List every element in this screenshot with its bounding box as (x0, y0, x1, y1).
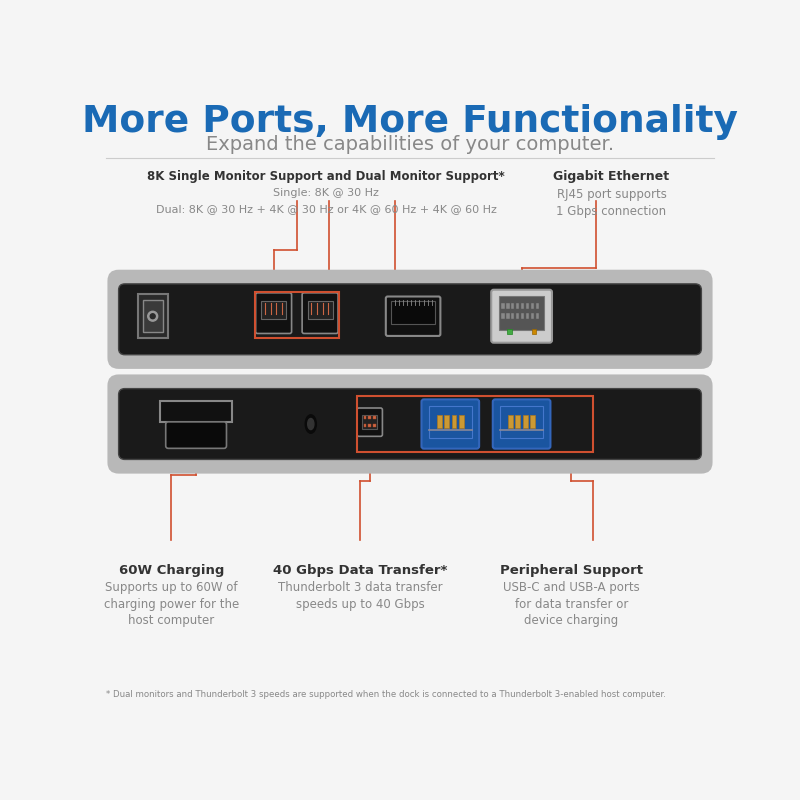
FancyBboxPatch shape (256, 293, 291, 334)
Bar (363, 416, 366, 419)
Bar (437, 415, 442, 428)
Text: 1 Gbps connection: 1 Gbps connection (557, 206, 666, 218)
Ellipse shape (148, 311, 158, 321)
Bar (161, 401, 232, 422)
Text: Supports up to 60W of: Supports up to 60W of (105, 581, 238, 594)
Text: Thunderbolt 3 data transfer: Thunderbolt 3 data transfer (278, 581, 442, 594)
Bar (255, 292, 338, 338)
FancyBboxPatch shape (302, 293, 338, 334)
Ellipse shape (150, 314, 155, 318)
Bar (262, 301, 286, 319)
Bar (308, 301, 333, 319)
Bar (531, 303, 534, 310)
Bar (506, 303, 510, 310)
FancyBboxPatch shape (491, 290, 552, 342)
Bar (516, 313, 519, 319)
Bar (499, 296, 544, 330)
Text: speeds up to 40 Gbps: speeds up to 40 Gbps (296, 598, 425, 610)
FancyBboxPatch shape (357, 408, 382, 436)
Bar (500, 406, 543, 438)
Text: More Ports, More Functionality: More Ports, More Functionality (82, 104, 738, 140)
Bar (362, 415, 377, 429)
Bar (508, 415, 513, 428)
Bar (526, 303, 530, 310)
Bar (506, 329, 512, 334)
Text: charging power for the: charging power for the (104, 598, 239, 610)
Text: for data transfer or: for data transfer or (514, 598, 628, 610)
FancyBboxPatch shape (107, 270, 713, 369)
Bar (502, 313, 505, 319)
Bar (451, 415, 457, 428)
Bar (530, 415, 535, 428)
Bar (374, 424, 376, 426)
FancyBboxPatch shape (107, 374, 713, 474)
Bar (511, 313, 514, 319)
Text: Expand the capabilities of your computer.: Expand the capabilities of your computer… (206, 134, 614, 154)
Text: host computer: host computer (128, 614, 214, 627)
Bar (516, 303, 519, 310)
Bar (358, 396, 593, 452)
FancyBboxPatch shape (166, 422, 226, 448)
Text: 8K Single Monitor Support and Dual Monitor Support*: 8K Single Monitor Support and Dual Monit… (147, 170, 505, 182)
Text: * Dual monitors and Thunderbolt 3 speeds are supported when the dock is connecte: * Dual monitors and Thunderbolt 3 speeds… (106, 690, 666, 699)
Bar (502, 303, 505, 310)
Bar (523, 415, 528, 428)
Text: Gigabit Ethernet: Gigabit Ethernet (554, 170, 670, 182)
Bar (526, 313, 530, 319)
Text: device charging: device charging (524, 614, 618, 627)
FancyBboxPatch shape (493, 399, 550, 449)
FancyBboxPatch shape (386, 297, 440, 336)
Bar (429, 406, 472, 438)
Text: 60W Charging: 60W Charging (118, 564, 224, 577)
Bar (459, 415, 464, 428)
Bar (522, 303, 524, 310)
FancyBboxPatch shape (118, 389, 702, 459)
Text: Dual: 8K @ 30 Hz + 4K @ 30 Hz or 4K @ 60 Hz + 4K @ 60 Hz: Dual: 8K @ 30 Hz + 4K @ 30 Hz or 4K @ 60… (156, 204, 497, 214)
Bar (138, 294, 167, 338)
Bar (369, 416, 371, 419)
Text: Peripheral Support: Peripheral Support (500, 564, 642, 577)
FancyBboxPatch shape (422, 399, 479, 449)
Bar (531, 329, 537, 334)
Bar (374, 416, 376, 419)
Bar (142, 300, 162, 332)
Bar (536, 303, 539, 310)
Bar (515, 415, 520, 428)
Bar (444, 415, 449, 428)
Ellipse shape (308, 418, 314, 430)
Bar (506, 313, 510, 319)
Bar (531, 313, 534, 319)
Text: USB-C and USB-A ports: USB-C and USB-A ports (503, 581, 639, 594)
Text: 40 Gbps Data Transfer*: 40 Gbps Data Transfer* (274, 564, 447, 577)
Ellipse shape (306, 414, 316, 434)
Bar (511, 303, 514, 310)
Bar (536, 313, 539, 319)
Bar (391, 302, 435, 324)
Text: Single: 8K @ 30 Hz: Single: 8K @ 30 Hz (274, 188, 379, 198)
Bar (522, 313, 524, 319)
Bar (369, 424, 371, 426)
Bar (363, 424, 366, 426)
FancyBboxPatch shape (118, 284, 702, 354)
Text: RJ45 port supports: RJ45 port supports (557, 188, 666, 201)
